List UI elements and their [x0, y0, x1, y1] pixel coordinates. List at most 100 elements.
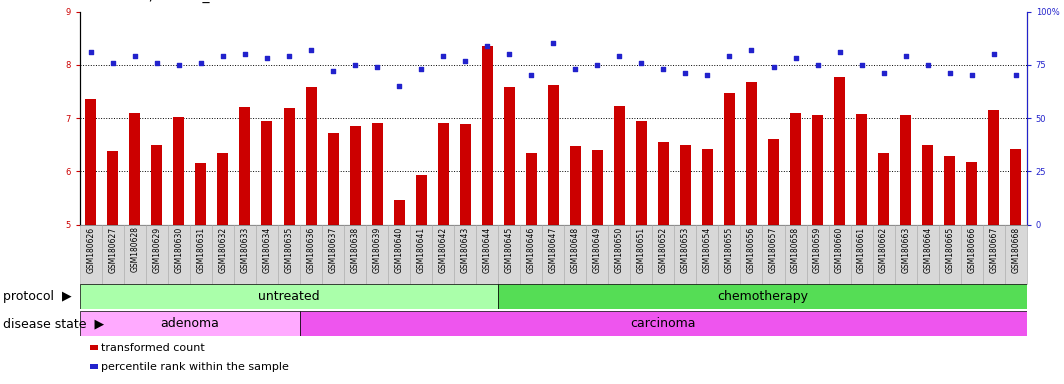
- Bar: [1010, 149, 1021, 225]
- Bar: [454, 225, 477, 284]
- Bar: [283, 108, 295, 225]
- Bar: [548, 85, 559, 225]
- Bar: [85, 99, 97, 225]
- Point: [809, 62, 826, 68]
- Bar: [432, 225, 454, 284]
- Bar: [834, 76, 845, 225]
- Bar: [768, 139, 779, 225]
- Bar: [922, 145, 933, 225]
- Text: GSM180636: GSM180636: [306, 227, 316, 273]
- Bar: [173, 117, 184, 225]
- Bar: [196, 163, 206, 225]
- Bar: [900, 116, 911, 225]
- Bar: [102, 225, 123, 284]
- Point: [82, 49, 99, 55]
- Text: GSM180654: GSM180654: [703, 227, 712, 273]
- Bar: [80, 225, 102, 284]
- Text: GSM180662: GSM180662: [879, 227, 888, 273]
- Bar: [371, 123, 383, 225]
- Bar: [168, 225, 189, 284]
- Point: [347, 62, 364, 68]
- Bar: [592, 150, 603, 225]
- Bar: [388, 225, 410, 284]
- Point: [765, 64, 782, 70]
- Point: [721, 53, 738, 60]
- Bar: [586, 225, 609, 284]
- Bar: [718, 225, 741, 284]
- Point: [699, 72, 716, 78]
- Point: [259, 55, 276, 61]
- Point: [522, 72, 539, 78]
- Point: [633, 60, 650, 66]
- Point: [390, 83, 408, 89]
- Text: GSM180668: GSM180668: [1011, 227, 1020, 273]
- Point: [897, 53, 914, 60]
- Point: [302, 47, 319, 53]
- Bar: [829, 225, 850, 284]
- Bar: [917, 225, 938, 284]
- Text: protocol  ▶: protocol ▶: [3, 290, 71, 303]
- Bar: [498, 284, 1027, 309]
- Point: [413, 66, 430, 72]
- Bar: [702, 149, 713, 225]
- Bar: [80, 284, 498, 309]
- Text: GSM180648: GSM180648: [570, 227, 580, 273]
- Text: GSM180633: GSM180633: [240, 227, 249, 273]
- Text: GSM180626: GSM180626: [86, 227, 96, 273]
- Text: GSM180630: GSM180630: [174, 227, 183, 273]
- Point: [919, 62, 936, 68]
- Text: untreated: untreated: [259, 290, 320, 303]
- Bar: [680, 145, 691, 225]
- Bar: [256, 225, 278, 284]
- Text: GSM180635: GSM180635: [284, 227, 294, 273]
- Text: GSM180632: GSM180632: [218, 227, 228, 273]
- Bar: [328, 133, 338, 225]
- Bar: [895, 225, 917, 284]
- Bar: [366, 225, 388, 284]
- Bar: [262, 121, 272, 225]
- Text: GSM180629: GSM180629: [152, 227, 162, 273]
- Text: GSM180639: GSM180639: [372, 227, 382, 273]
- Text: GSM180651: GSM180651: [637, 227, 646, 273]
- Point: [985, 51, 1002, 57]
- Bar: [437, 123, 449, 225]
- Point: [787, 55, 804, 61]
- Bar: [630, 225, 652, 284]
- Point: [215, 53, 232, 60]
- Point: [456, 58, 473, 64]
- Text: GSM180661: GSM180661: [858, 227, 866, 273]
- Text: GDS2785 / 34253_at: GDS2785 / 34253_at: [80, 0, 223, 3]
- Bar: [543, 225, 564, 284]
- Point: [501, 51, 518, 57]
- Bar: [1004, 225, 1027, 284]
- Bar: [300, 225, 322, 284]
- Text: GSM180656: GSM180656: [747, 227, 757, 273]
- Text: GSM180649: GSM180649: [593, 227, 602, 273]
- Bar: [300, 311, 1027, 336]
- Point: [104, 60, 121, 66]
- Bar: [460, 124, 470, 225]
- Point: [479, 43, 496, 49]
- Point: [545, 40, 562, 46]
- Bar: [789, 113, 801, 225]
- Bar: [477, 225, 498, 284]
- Bar: [503, 87, 515, 225]
- Text: GSM180667: GSM180667: [990, 227, 998, 273]
- Text: GSM180660: GSM180660: [835, 227, 844, 273]
- Text: GSM180666: GSM180666: [967, 227, 976, 273]
- Text: GSM180637: GSM180637: [329, 227, 337, 273]
- Bar: [217, 153, 229, 225]
- Point: [148, 60, 165, 66]
- Text: GSM180645: GSM180645: [504, 227, 514, 273]
- Bar: [212, 225, 234, 284]
- Bar: [151, 145, 163, 225]
- Text: adenoma: adenoma: [161, 317, 219, 330]
- Bar: [526, 153, 536, 225]
- Bar: [658, 142, 669, 225]
- Bar: [872, 225, 895, 284]
- Text: GSM180653: GSM180653: [681, 227, 689, 273]
- Bar: [614, 106, 625, 225]
- Point: [743, 47, 760, 53]
- Bar: [983, 225, 1004, 284]
- Text: transformed count: transformed count: [101, 343, 204, 353]
